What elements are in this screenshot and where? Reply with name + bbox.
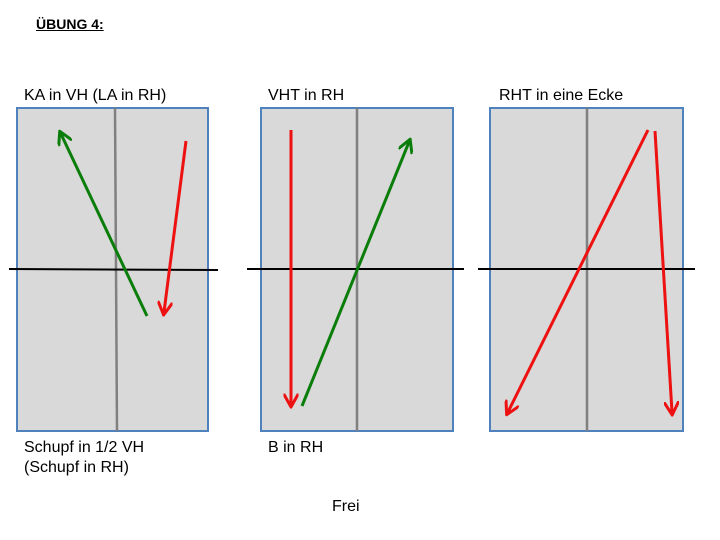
footer-label: Frei — [332, 498, 360, 515]
panel-1-top-label: KA in VH (LA in RH) — [24, 87, 167, 104]
panel-1-bottom-label-line-2: (Schupf in RH) — [24, 459, 129, 476]
red-arrow — [653, 130, 672, 412]
panel-1-table — [8, 107, 219, 432]
panel-3-top-label: RHT in eine Ecke — [499, 87, 624, 104]
panel-2-top-label: VHT in RH — [268, 87, 345, 104]
green-arrow — [300, 142, 409, 407]
panel-2-table — [247, 107, 464, 432]
net-line — [8, 268, 219, 271]
green-arrow — [61, 134, 149, 317]
panel-1-bottom-label-line-1: Schupf in 1/2 VH — [24, 439, 145, 456]
red-arrow — [508, 129, 650, 412]
panel-2-bottom-label: B in RH — [268, 439, 324, 456]
panel-3-table — [478, 107, 695, 432]
exercise-title: ÜBUNG 4: — [36, 16, 104, 32]
red-arrow — [164, 140, 188, 312]
